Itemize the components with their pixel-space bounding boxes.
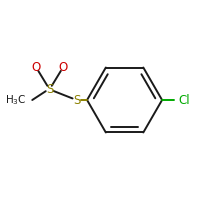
Text: Cl: Cl	[178, 94, 190, 106]
Text: O: O	[58, 61, 68, 74]
Text: O: O	[31, 61, 41, 74]
Text: S: S	[73, 94, 80, 106]
Text: H$_3$C: H$_3$C	[5, 93, 26, 107]
Text: S: S	[46, 83, 53, 96]
